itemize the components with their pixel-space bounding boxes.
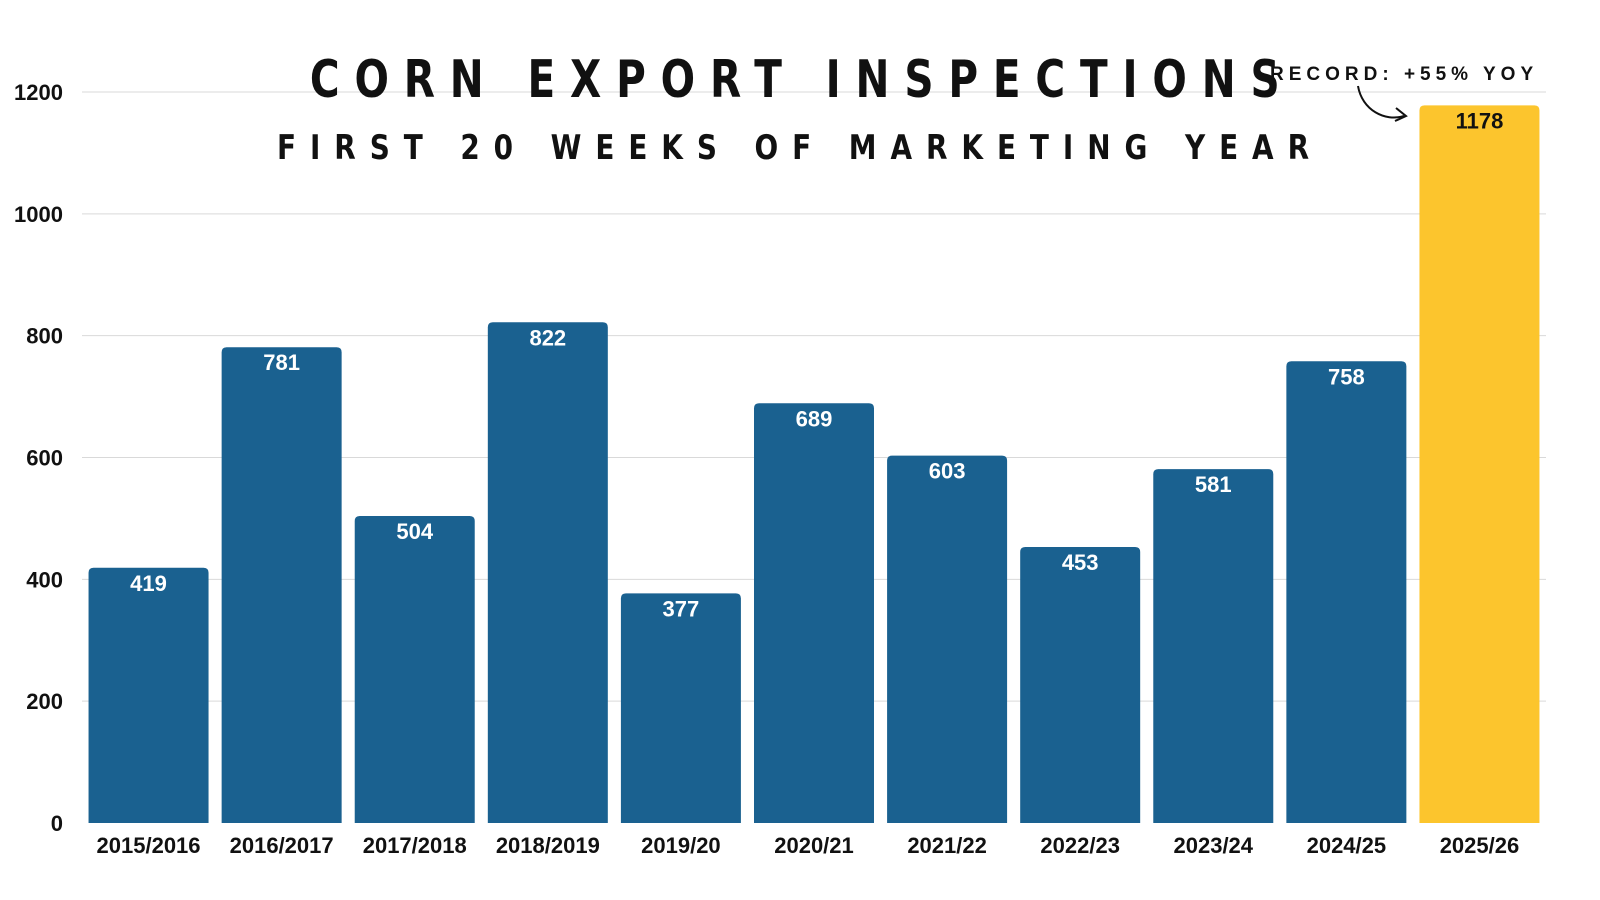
annotation-arrowhead: [1394, 107, 1408, 122]
x-axis: 2015/2016 2016/2017 2017/2018 2018/2019 2019…: [97, 833, 1520, 858]
bar-value-label: 581: [1195, 472, 1232, 497]
x-tick-label: 2022/23: [1040, 833, 1120, 858]
bar-2020-21: [754, 403, 874, 823]
x-tick-label: 2025/26: [1440, 833, 1520, 858]
y-tick-label: 0: [51, 811, 63, 836]
bar-value-label: 453: [1062, 550, 1099, 575]
bar-value-label: 377: [663, 596, 700, 621]
chart-title: CORN EXPORT INSPECTIONS: [309, 50, 1295, 110]
bar-value-label: 689: [796, 406, 833, 431]
record-annotation: RECORD: +55% YOY: [1270, 64, 1539, 85]
bar-2016-2017: [221, 347, 342, 823]
x-tick-label: 2018/2019: [496, 833, 600, 858]
x-tick-label: 2016/2017: [230, 833, 334, 858]
y-tick-label: 600: [26, 446, 63, 471]
bar-value-label: 781: [263, 350, 300, 375]
annotation-arrow: [1357, 85, 1405, 119]
bar-2018-2019: [487, 322, 608, 823]
bar-value-label: 419: [130, 571, 167, 596]
bar-2015-2016: [88, 567, 209, 823]
bar-2022-23: [1020, 547, 1141, 823]
y-tick-label: 800: [26, 324, 63, 349]
bars: 419 781 504 822 377 689 603 453 581 758 1178: [88, 105, 1540, 823]
y-tick-label: 200: [26, 689, 63, 714]
bar-2025-26: [1419, 105, 1540, 823]
x-tick-label: 2015/2016: [97, 833, 201, 858]
bar-value-label: 603: [929, 459, 966, 484]
bar-2017-2018: [354, 515, 475, 823]
x-tick-label: 2019/20: [641, 833, 721, 858]
chart-subtitle: FIRST 20 WEEKS OF MARKETING YEAR: [276, 128, 1323, 168]
bar-value-label: 758: [1328, 364, 1365, 389]
x-tick-label: 2020/21: [774, 833, 854, 858]
bar-2023-24: [1153, 469, 1274, 823]
bar-value-label: 1178: [1456, 108, 1504, 133]
bar-2019-20: [620, 593, 741, 823]
y-tick-label: 1000: [14, 202, 63, 227]
x-tick-label: 2017/2018: [363, 833, 467, 858]
y-axis: 0 200 400 600 800 1000 1200: [14, 80, 63, 836]
bar-2024-25: [1286, 361, 1407, 823]
x-tick-label: 2021/22: [907, 833, 987, 858]
bar-value-label: 822: [529, 325, 566, 350]
y-tick-label: 400: [26, 567, 63, 592]
x-tick-label: 2023/24: [1174, 833, 1254, 858]
bar-2021-22: [887, 455, 1008, 823]
bar-value-label: 504: [396, 519, 433, 544]
x-tick-label: 2024/25: [1307, 833, 1387, 858]
y-tick-label: 1200: [14, 80, 63, 105]
